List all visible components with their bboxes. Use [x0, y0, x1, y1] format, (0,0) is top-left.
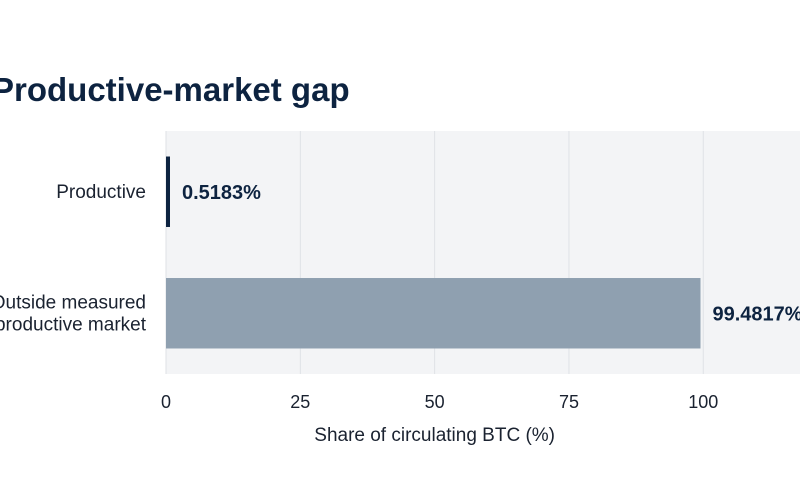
category-label: Outside measured productive market	[0, 292, 147, 335]
x-tick-label: 100	[688, 392, 718, 412]
data-label: 0.5183%	[182, 182, 261, 204]
x-tick-label: 50	[425, 392, 445, 412]
x-axis: 0 25 50 75 100	[161, 392, 718, 412]
data-label: 99.4817%	[713, 303, 800, 325]
x-tick-label: 0	[161, 392, 171, 412]
x-tick-label: 25	[290, 392, 310, 412]
bar	[166, 156, 170, 227]
x-tick-label: 75	[559, 392, 579, 412]
bar	[166, 278, 701, 349]
category-label: Productive	[56, 182, 146, 203]
x-axis-title: Share of circulating BTC (%)	[314, 425, 555, 446]
bars: 0.5183% Productive 99.4817% Outside measure…	[0, 156, 800, 349]
chart-title: Productive-market gap	[0, 71, 350, 108]
